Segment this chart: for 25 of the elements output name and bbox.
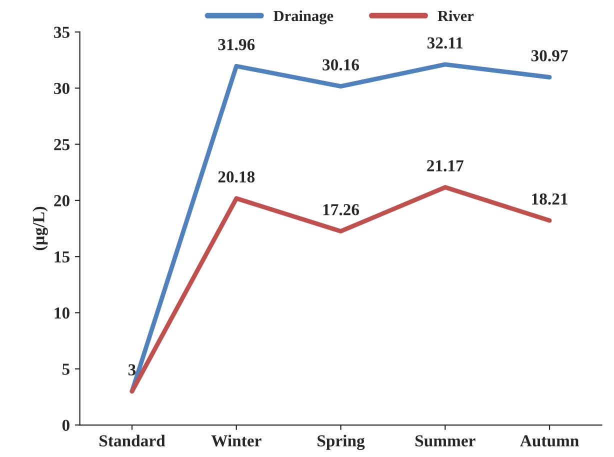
x-tick-label: Autumn: [520, 435, 579, 446]
data-label: 30.16: [322, 59, 360, 71]
x-tick-label: Spring: [318, 434, 365, 450]
data-label: 20.18: [218, 171, 255, 183]
y-axis-title: (µg/L): [32, 206, 48, 250]
y-tick-label: 0: [62, 420, 70, 431]
data-label: 17.26: [323, 204, 360, 216]
x-tick-label: Winter: [211, 434, 262, 447]
data-label: 21.17: [427, 160, 464, 172]
data-label: 31.96: [218, 39, 255, 50]
y-tick-label: 35: [54, 26, 70, 38]
data-label: 30.97: [531, 50, 568, 62]
x-tick-label: Standard: [100, 434, 166, 446]
y-tick-label: 25: [54, 139, 70, 150]
y-tick-label: 5: [62, 364, 70, 375]
legend-label: Drainage: [274, 10, 334, 24]
data-label: 32.11: [427, 37, 463, 49]
y-tick-label: 20: [54, 195, 70, 206]
y-tick-label: 30: [54, 82, 70, 94]
x-tick-label: Summer: [415, 435, 476, 446]
y-tick-label: 15: [54, 251, 70, 263]
data-label: 3: [128, 364, 136, 376]
legend-label: River: [438, 10, 474, 22]
y-tick-label: 10: [54, 307, 70, 319]
data-label: 18.21: [532, 193, 568, 205]
